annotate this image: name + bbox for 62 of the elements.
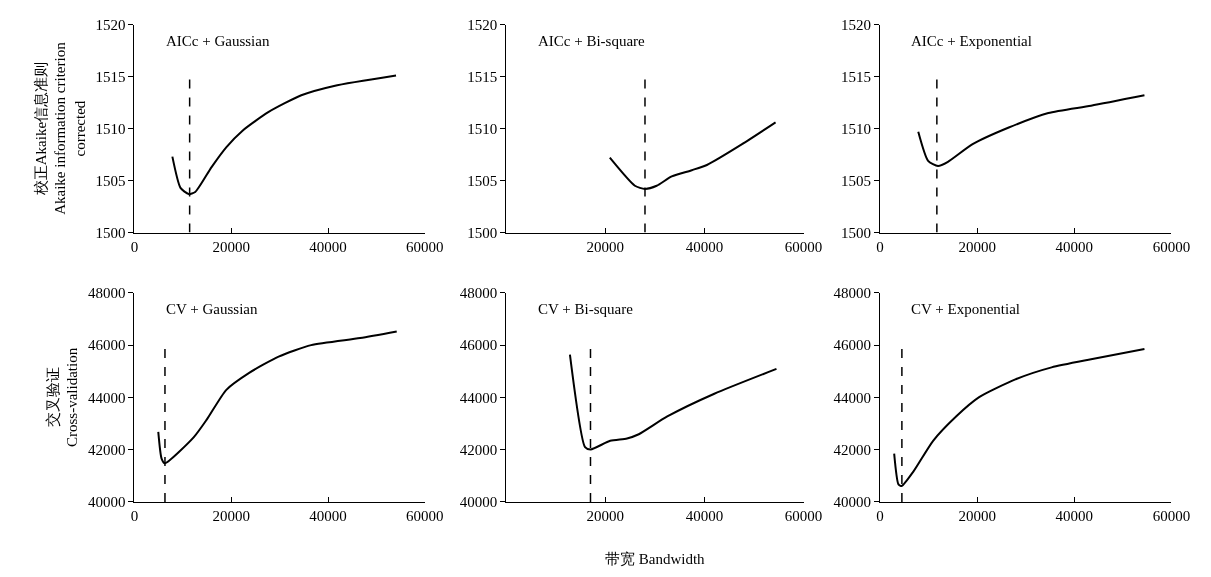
x-tick-label: 40000 [685,238,724,255]
y-tick-label: 48000 [87,285,126,302]
x-tick-label: 0 [876,507,884,524]
y-tick-label: 44000 [833,389,872,406]
x-tick-label: 40000 [685,507,724,524]
line-series [917,94,1146,168]
text: CV + Exponential [911,301,1021,317]
y-tick-label: 48000 [833,285,872,302]
y-tick-label: 1515 [95,68,126,85]
y-tick-label: 40000 [833,494,872,511]
x-tick-label: 60000 [1152,238,1191,255]
x-tick-label: 40000 [309,507,347,524]
text: AICc + Exponential [911,33,1032,49]
y-tick-label: 46000 [459,337,498,354]
y-tick-label: 1520 [841,16,872,33]
x-tick-label: 40000 [1055,238,1094,255]
text: CV + Bi-square [538,301,634,317]
y-tick-label: 1500 [467,224,498,241]
x-tick-label: 60000 [406,238,444,255]
y-tick-label: 44000 [87,389,126,406]
y-tick-label: 1500 [95,224,126,241]
x-tick-label: 20000 [586,507,625,524]
y-tick-label: 48000 [459,285,498,302]
x-tick-label: 20000 [212,238,251,255]
x-tick-label: 20000 [958,238,996,255]
y-tick-label: 1510 [95,120,126,137]
text: AICc + Bi-square [538,33,646,49]
y-tick-label: 1510 [841,120,872,137]
y-tick-label: 40000 [87,494,126,511]
x-tick-label: 60000 [406,507,444,524]
x-tick-label: 20000 [586,238,625,255]
y-tick-label: 1505 [841,172,872,189]
y-axis-title: 校正Akaike信息准则 Akaike information criterion corrected [32,41,88,215]
x-tick-label: 40000 [1055,507,1094,524]
y-tick-label: 1515 [467,68,498,85]
y-tick-label: 1500 [841,224,872,241]
x-tick-label: 0 [876,238,884,255]
x-tick-label: 40000 [309,238,347,255]
text: AICc + Gaussian [166,33,270,49]
y-tick-label: 42000 [833,441,872,458]
y-tick-label: 40000 [459,494,498,511]
y-tick-label: 44000 [459,389,498,406]
x-tick-label: 0 [130,238,139,255]
x-tick-label: 60000 [784,507,823,524]
y-tick-label: 46000 [833,337,872,354]
y-tick-label: 42000 [459,441,498,458]
x-tick-label: 20000 [212,507,251,524]
y-tick-label: 1515 [841,68,872,85]
y-tick-label: 42000 [87,441,126,458]
y-tick-label: 1505 [467,172,498,189]
x-tick-label: 60000 [784,238,823,255]
text: CV + Gaussian [166,301,259,317]
y-tick-label: 46000 [87,337,126,354]
y-tick-label: 1520 [95,16,126,33]
y-axis-title: 交叉验证 Cross-validation [44,347,81,447]
x-tick-label: 0 [130,507,139,524]
x-tick-label: 20000 [958,507,996,524]
x-tick-label: 60000 [1152,507,1191,524]
y-tick-label: 1510 [467,120,498,137]
y-tick-label: 1505 [95,172,126,189]
x-axis-title: 带宽 Bandwidth [605,551,706,567]
y-tick-label: 1520 [467,16,498,33]
